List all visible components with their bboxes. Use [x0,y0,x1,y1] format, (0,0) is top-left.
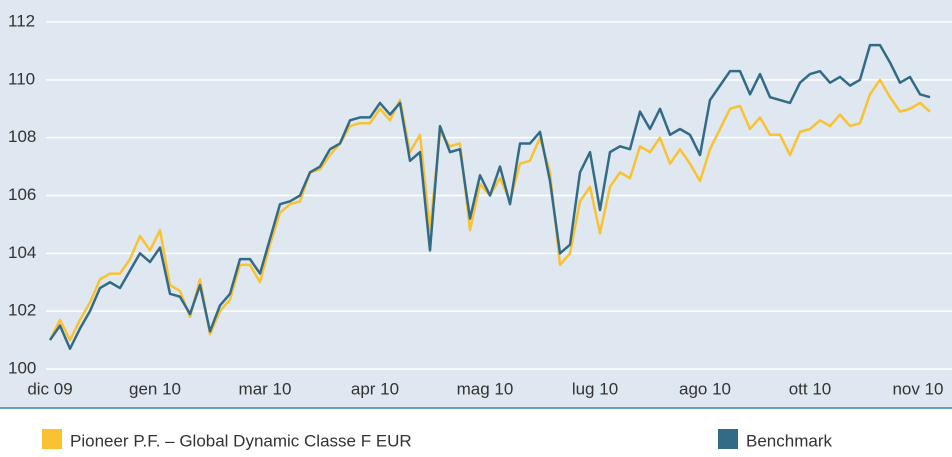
y-tick-label: 102 [8,301,36,320]
legend-label: Pioneer P.F. – Global Dynamic Classe F E… [70,431,412,450]
x-tick-label: ago 10 [679,379,731,398]
y-tick-label: 112 [8,11,35,30]
x-tick-label: apr 10 [351,379,399,398]
x-tick-label: gen 10 [129,379,181,398]
x-tick-label: nov 10 [892,379,943,398]
legend-swatch [718,429,738,449]
x-tick-label: mag 10 [457,379,514,398]
legend-label: Benchmark [746,431,832,450]
x-tick-label: mar 10 [239,379,292,398]
x-tick-label: ott 10 [789,379,832,398]
y-tick-label: 106 [8,185,36,204]
y-tick-label: 108 [8,127,36,146]
x-tick-label: dic 09 [27,379,72,398]
y-tick-label: 100 [8,358,36,377]
legend-swatch [42,429,62,449]
x-tick-label: lug 10 [572,379,618,398]
series-line [48,43,931,351]
y-tick-label: 104 [8,243,36,262]
y-tick-label: 110 [8,69,35,88]
